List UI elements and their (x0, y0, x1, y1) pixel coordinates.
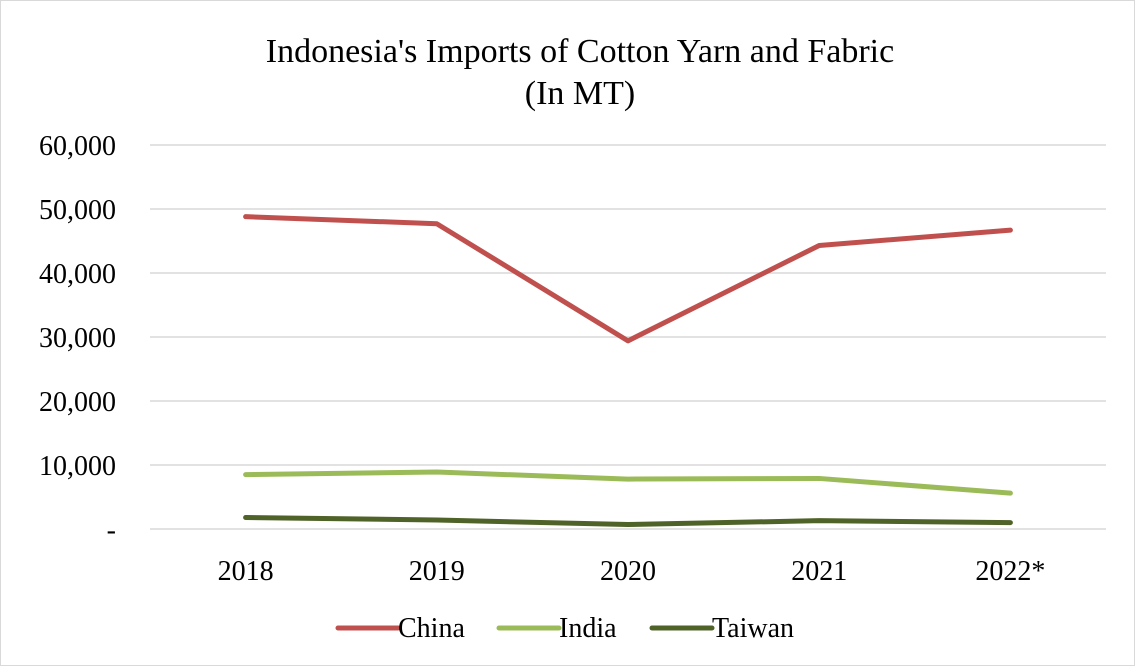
legend-label-taiwan: Taiwan (712, 613, 794, 644)
y-axis-ticks: - 10,000 20,000 30,000 40,000 50,000 60,000 (39, 131, 116, 546)
series-line-china (243, 214, 1013, 344)
series-line-india (243, 469, 1013, 496)
x-tick-label: 2021 (791, 556, 847, 587)
y-tick-label: 10,000 (39, 451, 116, 482)
gridlines (150, 144, 1106, 530)
y-tick-label: 50,000 (39, 195, 116, 226)
y-tick-label: - (107, 515, 116, 546)
x-tick-label: 2019 (409, 556, 465, 587)
legend-label-india: India (559, 613, 617, 644)
chart-subtitle: (In MT) (525, 75, 635, 112)
x-tick-label: 2020 (600, 556, 656, 587)
y-tick-label: 30,000 (39, 323, 116, 354)
legend: China India Taiwan (335, 613, 794, 644)
x-axis-ticks: 2018 2019 2020 2021 2022* (218, 556, 1046, 587)
x-tick-label: 2022* (975, 556, 1045, 587)
legend-label-china: China (398, 613, 465, 644)
y-tick-label: 60,000 (39, 131, 116, 162)
series-lines (243, 214, 1013, 528)
y-tick-label: 20,000 (39, 387, 116, 418)
x-tick-label: 2018 (218, 556, 274, 587)
y-tick-label: 40,000 (39, 259, 116, 290)
chart-title: Indonesia's Imports of Cotton Yarn and F… (266, 33, 894, 70)
series-line-taiwan (243, 514, 1013, 528)
